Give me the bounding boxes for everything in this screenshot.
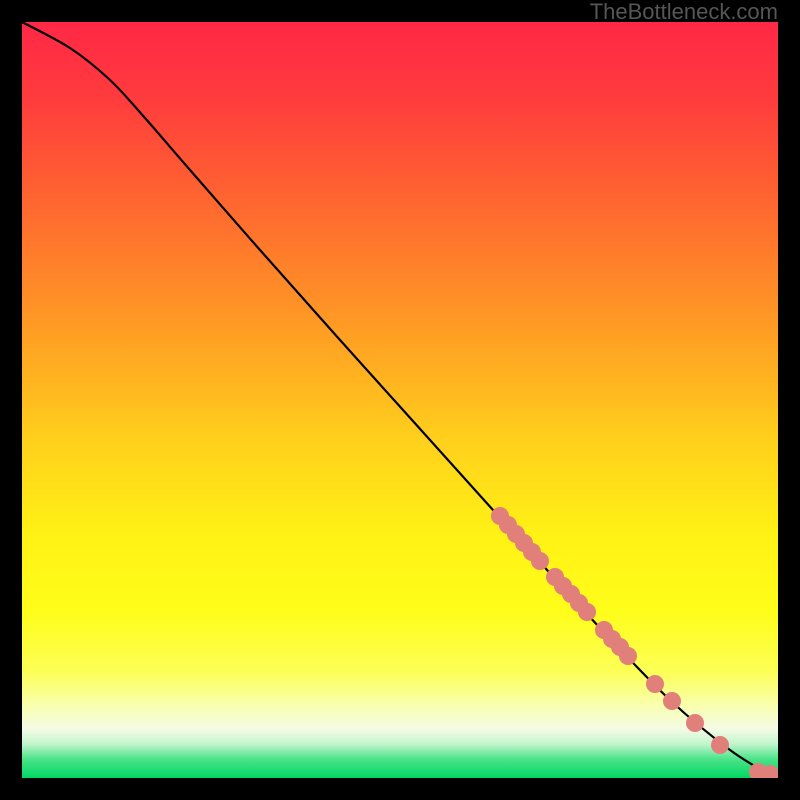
bottleneck-chart: TheBottleneck.com	[0, 0, 800, 800]
data-marker	[619, 647, 637, 665]
data-marker	[711, 736, 729, 754]
gradient-background	[22, 22, 778, 778]
watermark-text: TheBottleneck.com	[590, 0, 778, 24]
data-marker	[531, 552, 549, 570]
data-marker	[686, 714, 704, 732]
data-marker	[646, 675, 664, 693]
data-marker	[663, 692, 681, 710]
data-marker	[578, 603, 596, 621]
